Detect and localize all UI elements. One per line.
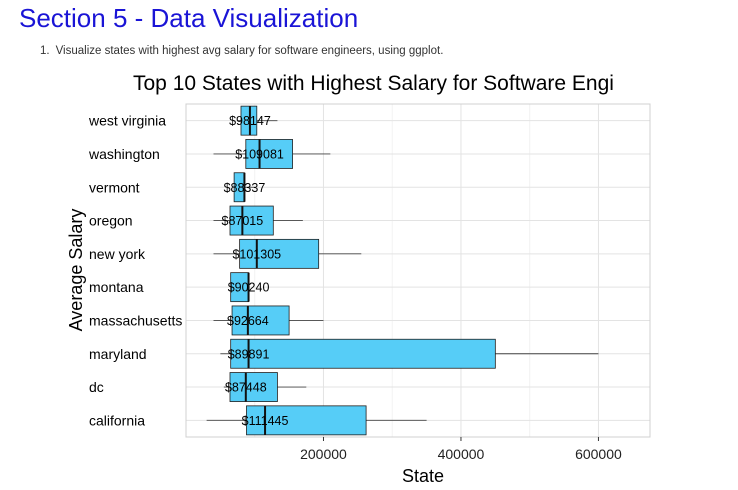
category-label: dc — [89, 379, 104, 395]
x-tick-label: 400000 — [438, 446, 485, 462]
task-text: Visualize states with highest avg salary… — [55, 45, 444, 57]
box-maryland: $89891 — [220, 338, 599, 369]
data-label: $89891 — [228, 347, 270, 361]
data-label: $101305 — [232, 247, 281, 261]
box-iqr — [229, 205, 274, 236]
box-montana: $90240 — [228, 272, 270, 303]
box-new-york: $101305 — [213, 238, 362, 269]
box-california: $111445 — [206, 405, 427, 436]
plot-panel — [185, 103, 651, 438]
box-oregon: $87015 — [213, 205, 303, 236]
task-number: 1. — [40, 45, 50, 57]
category-label: maryland — [89, 346, 147, 362]
category-label: california — [89, 412, 145, 428]
box-iqr — [231, 305, 290, 336]
box-washington: $109081 — [213, 139, 331, 169]
category-label: new york — [89, 246, 146, 262]
box-iqr — [240, 105, 258, 136]
section-heading: Section 5 - Data Visualization — [19, 3, 359, 33]
box-west-virginia: $98147 — [229, 105, 278, 136]
box-iqr — [229, 372, 278, 402]
data-label: $87448 — [225, 381, 267, 395]
chart-title: Top 10 States with Highest Salary for So… — [133, 72, 614, 95]
x-axis-title: State — [402, 466, 444, 486]
box-iqr — [245, 139, 293, 169]
category-label: washington — [88, 146, 160, 162]
data-label: $87015 — [222, 214, 264, 228]
data-label: $92664 — [227, 314, 269, 328]
box-iqr — [246, 405, 367, 436]
task-list-item: 1. Visualize states with highest avg sala… — [40, 45, 443, 57]
x-tick-label: 200000 — [300, 446, 347, 462]
data-label: $111445 — [242, 414, 289, 428]
data-label: $98147 — [229, 114, 271, 128]
category-label: massachusetts — [89, 312, 182, 328]
category-label: west virginia — [88, 113, 166, 129]
x-axis-ticks: 200000 400000 600000 — [300, 437, 622, 462]
data-label: $88337 — [224, 181, 266, 195]
y-axis-title: Average Salary — [66, 209, 86, 332]
box-massachusetts: $92664 — [213, 305, 324, 336]
category-label: vermont — [89, 179, 140, 195]
box-vermont: $88337 — [224, 172, 266, 203]
x-tick-label: 600000 — [575, 446, 622, 462]
box-iqr — [239, 238, 320, 269]
box-dc: $87448 — [223, 372, 307, 402]
data-label: $109081 — [235, 147, 284, 161]
box-series: $98147 $109081 $88337 $87015 $101305 $90240 $9… — [206, 105, 599, 436]
category-label: montana — [89, 279, 144, 295]
box-iqr — [230, 338, 496, 369]
category-label: oregon — [89, 213, 133, 229]
category-labels: west virginia washington vermont oregon new … — [88, 113, 182, 429]
data-label: $90240 — [228, 281, 270, 295]
